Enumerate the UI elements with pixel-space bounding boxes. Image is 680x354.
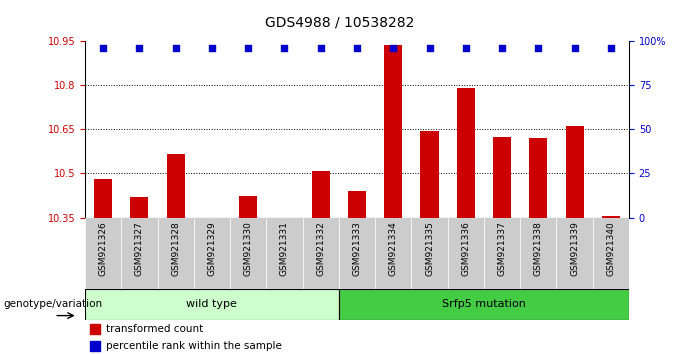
Bar: [121, 218, 158, 289]
Bar: [348, 191, 366, 218]
Point: [569, 45, 580, 51]
Bar: [339, 218, 375, 289]
Point: [316, 45, 326, 51]
Point: [170, 45, 181, 51]
Point: [352, 45, 362, 51]
Bar: [520, 218, 556, 289]
Text: GSM921335: GSM921335: [425, 221, 434, 276]
Bar: [239, 195, 257, 218]
Point: [207, 45, 218, 51]
Bar: [602, 216, 620, 218]
Bar: [484, 218, 520, 289]
Text: GSM921334: GSM921334: [389, 221, 398, 276]
Text: wild type: wild type: [186, 299, 237, 309]
Bar: [339, 289, 629, 320]
Point: [605, 45, 616, 51]
Text: transformed count: transformed count: [105, 324, 203, 334]
Bar: [384, 45, 403, 218]
Text: GSM921330: GSM921330: [243, 221, 253, 276]
Text: Srfp5 mutation: Srfp5 mutation: [442, 299, 526, 309]
Point: [243, 45, 254, 51]
Bar: [194, 218, 230, 289]
Bar: [566, 126, 583, 218]
Bar: [529, 138, 547, 218]
Point: [424, 45, 435, 51]
Bar: [131, 197, 148, 218]
Bar: [375, 218, 411, 289]
Text: GSM921328: GSM921328: [171, 221, 180, 276]
Bar: [94, 179, 112, 218]
Text: GSM921338: GSM921338: [534, 221, 543, 276]
Text: GSM921332: GSM921332: [316, 221, 325, 276]
Bar: [230, 218, 267, 289]
Bar: [85, 218, 121, 289]
Text: GSM921339: GSM921339: [570, 221, 579, 276]
Point: [533, 45, 544, 51]
Bar: [411, 218, 447, 289]
Point: [98, 45, 109, 51]
Bar: [303, 218, 339, 289]
Point: [134, 45, 145, 51]
Bar: [457, 88, 475, 218]
Text: GSM921331: GSM921331: [280, 221, 289, 276]
Bar: [85, 289, 339, 320]
Text: GDS4988 / 10538282: GDS4988 / 10538282: [265, 16, 415, 30]
Bar: [90, 324, 100, 334]
Bar: [90, 341, 100, 350]
Bar: [167, 154, 185, 218]
Text: percentile rank within the sample: percentile rank within the sample: [105, 341, 282, 351]
Point: [388, 45, 398, 51]
Text: GSM921336: GSM921336: [461, 221, 471, 276]
Bar: [267, 218, 303, 289]
Bar: [311, 171, 330, 218]
Point: [496, 45, 507, 51]
Text: GSM921340: GSM921340: [607, 221, 615, 276]
Bar: [158, 218, 194, 289]
Bar: [420, 131, 439, 218]
Text: GSM921327: GSM921327: [135, 221, 144, 276]
Text: GSM921329: GSM921329: [207, 221, 216, 276]
Text: GSM921326: GSM921326: [99, 221, 107, 276]
Point: [460, 45, 471, 51]
Bar: [593, 218, 629, 289]
Bar: [447, 218, 484, 289]
Point: [279, 45, 290, 51]
Text: genotype/variation: genotype/variation: [3, 299, 103, 309]
Bar: [493, 137, 511, 218]
Bar: [556, 218, 593, 289]
Text: GSM921333: GSM921333: [352, 221, 362, 276]
Text: GSM921337: GSM921337: [498, 221, 507, 276]
